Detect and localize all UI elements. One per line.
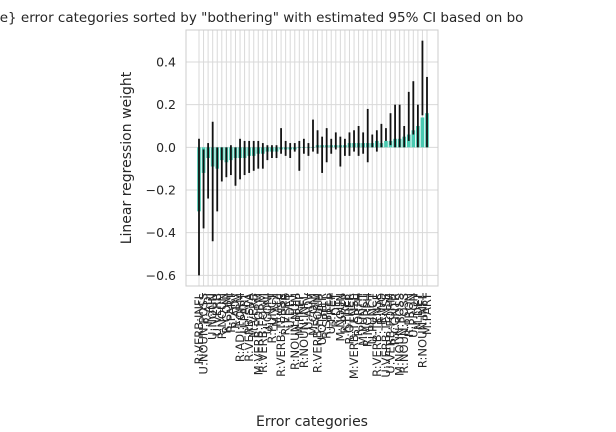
x-category-label: R:VERB:TENSE: [370, 293, 384, 377]
x-category-label: R:NOUN:NUM: [288, 293, 302, 370]
x-category-label: U:PART: [238, 292, 252, 334]
x-category-label: U:DET: [283, 292, 297, 328]
x-category-label: U:VERB: [210, 293, 224, 336]
x-category-label: R:MORPH: [361, 293, 375, 347]
x-category-label: M:ADJ: [270, 293, 284, 327]
x-category-label: R:SPELL: [320, 292, 334, 338]
x-category-label: U:VERB:TENSE: [379, 293, 393, 378]
x-category-label: R:NOUN:INFL: [297, 292, 311, 368]
x-category-label: M:VERB: [247, 293, 261, 338]
x-category-labels: R:VERB:INFLU:NOUN:POSSR:ADJU:NOUNU:VERBR…: [192, 292, 434, 379]
x-category-label: M:PREP: [292, 293, 306, 336]
bar: [406, 134, 411, 148]
x-category-label: M:NOUN:POSS: [393, 293, 407, 376]
x-category-label: R:WO: [374, 293, 388, 325]
y-tick-label: 0.0: [156, 140, 176, 155]
x-category-label: U:PUNCT: [365, 292, 379, 344]
x-category-label: U:NOUN: [206, 293, 220, 340]
x-category-label: R:ADJ:FORM: [233, 293, 247, 362]
x-category-label: R:ADJ: [201, 293, 215, 325]
x-category-label: M:DET: [411, 292, 425, 330]
x-category-label: R:CONJ: [219, 293, 233, 334]
x-category-label: R:VERB:FORM: [256, 293, 270, 373]
x-category-label: U:VERB:FORM: [384, 293, 398, 374]
y-tick-label: 0.4: [156, 55, 176, 70]
x-category-label: R:VERB:TENSE: [274, 293, 288, 377]
x-category-label: R:ADV: [228, 293, 242, 329]
y-tick-label: −0.2: [146, 183, 176, 198]
x-category-label: R:PUNCT: [265, 292, 279, 343]
x-category-label: R:NOUN:INFL: [415, 292, 429, 368]
chart-title: ıe} error categories sorted by "botherin…: [0, 10, 523, 26]
x-category-label: R:PREP: [338, 293, 352, 334]
x-category-label: M:NOUN: [333, 293, 347, 341]
y-tick-label: 0.2: [156, 97, 176, 112]
x-category-label: M:VERB:FORM: [251, 293, 265, 375]
y-axis-label: Linear regression weight: [119, 71, 135, 244]
x-category-label: R:VERB: [279, 293, 293, 336]
x-category-label: M:PART: [420, 292, 434, 335]
x-category-label: R:NOUN:POSS: [397, 293, 411, 374]
x-category-label: U:PRON: [406, 293, 420, 338]
x-category-label: R:CONTR: [388, 293, 402, 345]
y-tick-label: −0.6: [146, 268, 176, 283]
x-category-label: R:VERB:INFL: [192, 292, 206, 364]
x-category-label: R:ORTH: [352, 293, 366, 336]
x-category-label: R:PRON: [402, 293, 416, 337]
bar: [411, 130, 416, 148]
x-category-label: U:CONJ: [260, 293, 274, 334]
bar: [384, 140, 388, 148]
x-category-label: M:CONJ: [306, 293, 320, 336]
plot-area: [186, 30, 438, 286]
x-category-label: U:OTHER: [315, 293, 329, 345]
x-category-label: M:VERB:TENSE: [347, 293, 361, 379]
x-category-label: U:NOUN:POSS: [197, 293, 211, 374]
plot-frame: [185, 29, 439, 287]
x-category-label: M:PUNCT: [356, 292, 370, 346]
x-category-label: R:OTHER: [342, 293, 356, 345]
y-tick-labels: 0.4 0.2 0.0 −0.2 −0.4 −0.6: [146, 55, 176, 283]
x-category-label: R:VERB:FORM: [311, 293, 325, 373]
x-category-label: R:PART: [224, 292, 238, 333]
x-category-label: R:NOUN: [215, 293, 229, 339]
x-category-label: U:ADV: [301, 293, 315, 330]
x-axis-label: Error categories: [256, 414, 368, 430]
error-bars-group: [198, 40, 428, 276]
x-category-label: R:DET: [329, 292, 343, 328]
x-category-label: U:PREP: [324, 293, 338, 334]
bar: [420, 117, 425, 148]
y-tick-label: −0.4: [146, 225, 176, 240]
x-category-label: R:VERB:SVA: [242, 293, 256, 362]
